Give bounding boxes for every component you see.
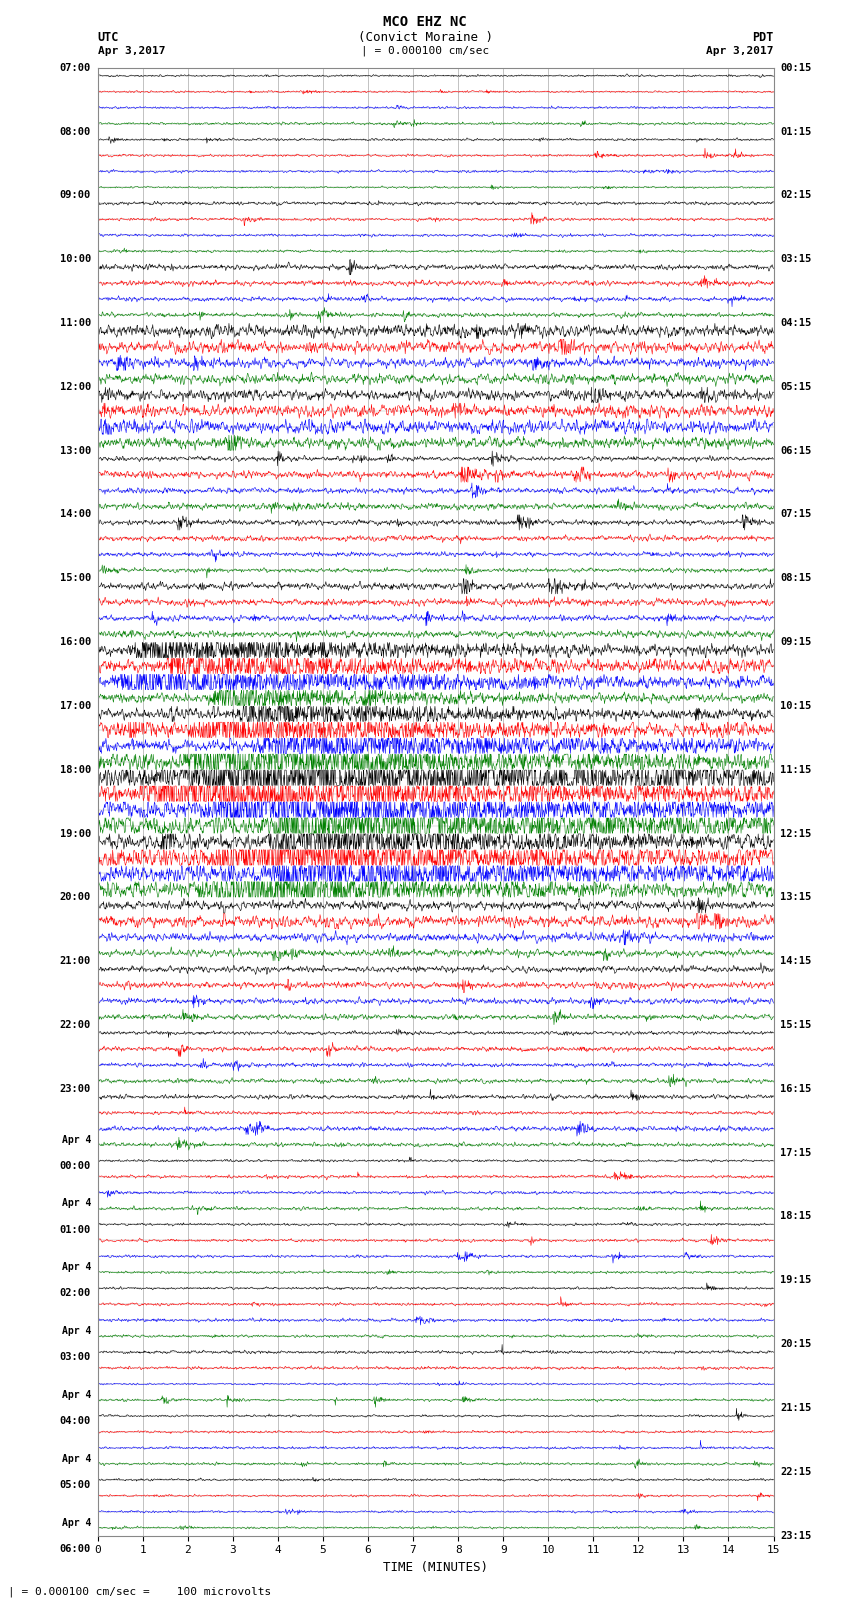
Text: 02:00: 02:00 — [60, 1289, 91, 1298]
Text: 08:15: 08:15 — [780, 573, 812, 584]
Text: 18:15: 18:15 — [780, 1211, 812, 1221]
Text: 07:15: 07:15 — [780, 510, 812, 519]
Text: 22:15: 22:15 — [780, 1466, 812, 1478]
Text: 21:15: 21:15 — [780, 1403, 812, 1413]
Text: 11:15: 11:15 — [780, 765, 812, 774]
Text: UTC: UTC — [98, 31, 119, 44]
Text: 20:00: 20:00 — [60, 892, 91, 902]
Text: 04:00: 04:00 — [60, 1416, 91, 1426]
Text: 21:00: 21:00 — [60, 957, 91, 966]
Text: 23:00: 23:00 — [60, 1084, 91, 1094]
Text: 13:00: 13:00 — [60, 445, 91, 455]
Text: 02:15: 02:15 — [780, 190, 812, 200]
Text: 16:15: 16:15 — [780, 1084, 812, 1094]
Text: 17:00: 17:00 — [60, 702, 91, 711]
Text: 09:15: 09:15 — [780, 637, 812, 647]
Text: 20:15: 20:15 — [780, 1339, 812, 1348]
Text: (Convict Moraine ): (Convict Moraine ) — [358, 31, 492, 44]
Text: Apr 4: Apr 4 — [61, 1518, 91, 1528]
Text: 09:00: 09:00 — [60, 190, 91, 200]
Text: PDT: PDT — [752, 31, 774, 44]
Text: 17:15: 17:15 — [780, 1148, 812, 1158]
Text: Apr 4: Apr 4 — [61, 1134, 91, 1145]
Text: Apr 4: Apr 4 — [61, 1326, 91, 1336]
Text: Apr 4: Apr 4 — [61, 1263, 91, 1273]
Text: 00:15: 00:15 — [780, 63, 812, 73]
X-axis label: TIME (MINUTES): TIME (MINUTES) — [383, 1561, 488, 1574]
Text: MCO EHZ NC: MCO EHZ NC — [383, 15, 467, 29]
Text: 08:00: 08:00 — [60, 126, 91, 137]
Text: 01:15: 01:15 — [780, 126, 812, 137]
Text: 18:00: 18:00 — [60, 765, 91, 774]
Text: 03:00: 03:00 — [60, 1352, 91, 1363]
Text: 06:15: 06:15 — [780, 445, 812, 455]
Text: Apr 4: Apr 4 — [61, 1390, 91, 1400]
Text: 03:15: 03:15 — [780, 255, 812, 265]
Text: 01:00: 01:00 — [60, 1224, 91, 1234]
Text: 00:00: 00:00 — [60, 1161, 91, 1171]
Text: 05:15: 05:15 — [780, 382, 812, 392]
Text: 16:00: 16:00 — [60, 637, 91, 647]
Text: 06:00: 06:00 — [60, 1544, 91, 1553]
Text: 14:15: 14:15 — [780, 957, 812, 966]
Text: Apr 3,2017: Apr 3,2017 — [706, 47, 774, 56]
Text: 12:15: 12:15 — [780, 829, 812, 839]
Text: 04:15: 04:15 — [780, 318, 812, 327]
Text: 07:00: 07:00 — [60, 63, 91, 73]
Text: 23:15: 23:15 — [780, 1531, 812, 1540]
Text: 13:15: 13:15 — [780, 892, 812, 902]
Text: 19:15: 19:15 — [780, 1276, 812, 1286]
Text: Apr 3,2017: Apr 3,2017 — [98, 47, 165, 56]
Text: | = 0.000100 cm/sec =    100 microvolts: | = 0.000100 cm/sec = 100 microvolts — [8, 1586, 272, 1597]
Text: Apr 4: Apr 4 — [61, 1453, 91, 1463]
Text: 11:00: 11:00 — [60, 318, 91, 327]
Text: 14:00: 14:00 — [60, 510, 91, 519]
Text: 05:00: 05:00 — [60, 1479, 91, 1490]
Text: 22:00: 22:00 — [60, 1019, 91, 1031]
Text: | = 0.000100 cm/sec: | = 0.000100 cm/sec — [361, 45, 489, 56]
Text: 15:15: 15:15 — [780, 1019, 812, 1031]
Text: 12:00: 12:00 — [60, 382, 91, 392]
Text: 10:00: 10:00 — [60, 255, 91, 265]
Text: 10:15: 10:15 — [780, 702, 812, 711]
Text: 15:00: 15:00 — [60, 573, 91, 584]
Text: Apr 4: Apr 4 — [61, 1198, 91, 1208]
Text: 19:00: 19:00 — [60, 829, 91, 839]
